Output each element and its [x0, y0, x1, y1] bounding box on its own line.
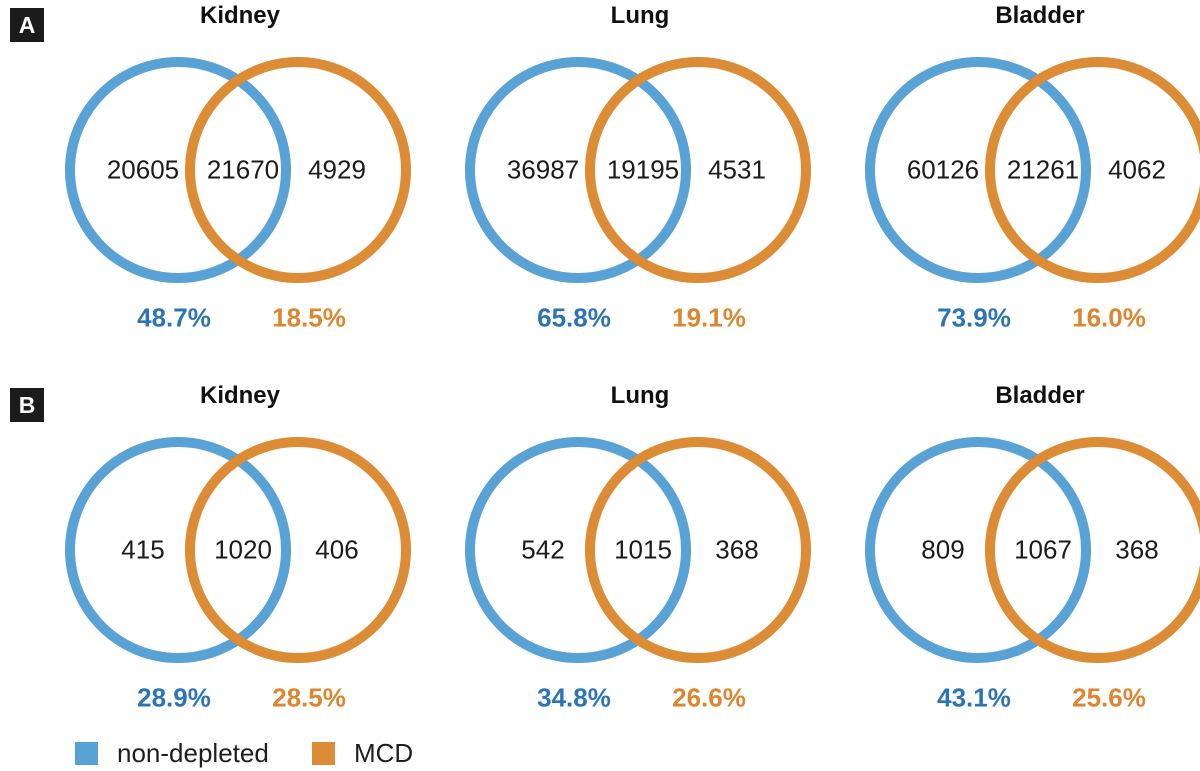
venn-panel-b-bladder: Bladder 809 1067 368 43.1% 25.6%: [800, 380, 1200, 725]
legend-item-non-depleted: non-depleted: [75, 737, 269, 768]
mcd-percentage: 18.5%: [272, 302, 346, 333]
mcd-percentage: 16.0%: [1072, 302, 1146, 333]
non-depleted-circle: [865, 57, 1091, 283]
mcd-circle: [985, 437, 1200, 663]
non-depleted-circle: [465, 57, 691, 283]
non-depleted-percentage: 43.1%: [937, 682, 1011, 713]
mcd-circle: [585, 437, 811, 663]
mcd-circle: [985, 57, 1200, 283]
overlap-count: 1067: [1014, 534, 1072, 565]
left-only-count: 415: [121, 534, 165, 565]
non-depleted-percentage: 73.9%: [937, 302, 1011, 333]
mcd-swatch: [312, 741, 335, 765]
non-depleted-percentage: 34.8%: [537, 682, 611, 713]
overlap-count: 1020: [214, 534, 272, 565]
venn-diagram: [465, 57, 811, 283]
left-only-count: 20605: [106, 154, 180, 185]
panel-title: Kidney: [199, 382, 280, 409]
venn-panel-a-bladder: Bladder 60126 21261 4062 73.9% 16.0%: [800, 0, 1200, 345]
mcd-circle: [185, 437, 411, 663]
panel-title: Bladder: [995, 382, 1085, 409]
venn-diagram: [465, 437, 811, 663]
non-depleted-percentage: 48.7%: [137, 302, 211, 333]
venn-panel-b-kidney: Kidney 415 1020 406 28.9% 28.5%: [0, 380, 411, 725]
legend-label-non-depleted: non-depleted: [117, 737, 269, 768]
non-depleted-percentage: 65.8%: [537, 302, 611, 333]
left-only-count: 36987: [506, 154, 580, 185]
left-only-count: 542: [521, 534, 565, 565]
mcd-percentage: 26.6%: [672, 682, 746, 713]
non-depleted-circle: [65, 57, 291, 283]
venn-diagram: [65, 437, 411, 663]
venn-diagram: [865, 57, 1200, 283]
panel-label-b: B: [10, 388, 44, 422]
right-only-count: 4929: [308, 154, 366, 185]
legend-item-mcd: MCD: [312, 737, 414, 768]
venn-panel-a-lung: Lung 36987 19195 4531 65.8% 19.1%: [400, 0, 811, 345]
non-depleted-circle: [865, 437, 1091, 663]
overlap-count: 21670: [206, 154, 280, 185]
panel-title: Bladder: [995, 2, 1085, 29]
panel-title: Kidney: [199, 2, 280, 29]
non-depleted-swatch: [75, 741, 98, 765]
venn-diagram: [65, 57, 411, 283]
mcd-percentage: 28.5%: [272, 682, 346, 713]
left-only-count: 60126: [906, 154, 980, 185]
mcd-percentage: 19.1%: [672, 302, 746, 333]
panel-title: Lung: [610, 2, 670, 29]
overlap-count: 19195: [606, 154, 680, 185]
panel-title: Lung: [610, 382, 670, 409]
overlap-count: 1015: [614, 534, 672, 565]
right-only-count: 368: [715, 534, 759, 565]
non-depleted-circle: [465, 437, 691, 663]
right-only-count: 4531: [708, 154, 766, 185]
mcd-circle: [585, 57, 811, 283]
non-depleted-circle: [65, 437, 291, 663]
venn-diagram: [865, 437, 1200, 663]
venn-panel-a-kidney: Kidney 20605 21670 4929 48.7% 18.5%: [0, 0, 411, 345]
left-only-count: 809: [921, 534, 965, 565]
legend-label-mcd: MCD: [354, 737, 414, 768]
non-depleted-percentage: 28.9%: [137, 682, 211, 713]
mcd-circle: [185, 57, 411, 283]
right-only-count: 406: [315, 534, 359, 565]
right-only-count: 4062: [1108, 154, 1166, 185]
right-only-count: 368: [1115, 534, 1159, 565]
panel-label-a: A: [10, 8, 44, 42]
mcd-percentage: 25.6%: [1072, 682, 1146, 713]
venn-panel-b-lung: Lung 542 1015 368 34.8% 26.6%: [400, 380, 811, 725]
overlap-count: 21261: [1006, 154, 1080, 185]
